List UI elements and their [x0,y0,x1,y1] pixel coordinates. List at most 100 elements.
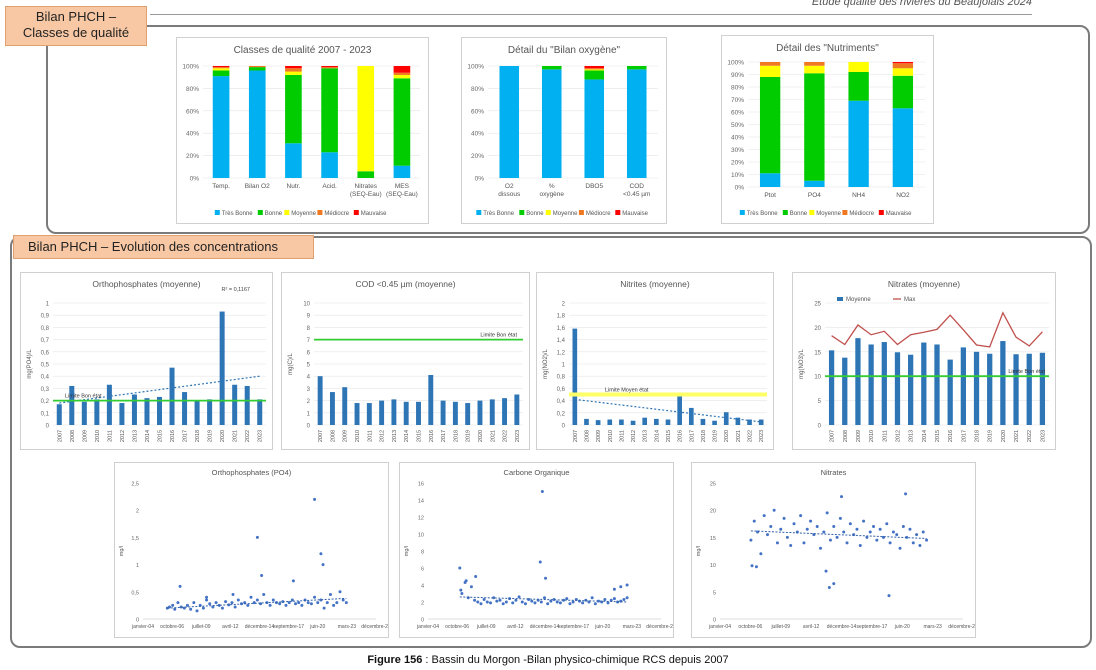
bar [712,420,717,425]
x-tick-label: septembre-17 [856,624,887,630]
scatter-point [195,609,199,613]
bar [416,401,421,425]
bar [894,352,901,425]
y-tick-label: 0,7 [41,338,50,344]
limit-label: Limite Bon état [65,394,102,400]
bar-segment [321,152,338,178]
scatter-point [201,606,205,610]
y-tick-label: 60% [471,108,484,115]
scatter-point [901,525,905,529]
scatter-point [255,535,259,539]
scatter-point [898,546,902,550]
bar [619,419,624,425]
chart-title: Orthophosphates (moyenne) [92,279,200,289]
y-tick-label: 7 [307,338,311,344]
scatter-point [809,519,813,523]
scatter-point [205,595,209,599]
scatter-point [799,514,803,518]
bar-segment [584,69,605,71]
legend-label: Moyenne [816,211,841,217]
bar [428,374,434,425]
scatter-point [904,492,908,496]
bar [584,418,589,425]
x-tick-label: 2014 [654,430,660,442]
x-tick-label: 2008 [330,430,336,442]
tag-quality-classes: Bilan PHCH – Classes de qualité [5,6,147,46]
bar [144,398,150,425]
x-tick-label: 2023 [1040,430,1046,442]
bar [973,351,980,425]
scatter-point [789,544,793,548]
legend-swatch [519,210,525,215]
bar [244,385,250,425]
x-tick-label: 2018 [453,430,459,442]
bar-segment [393,72,411,75]
bar-segment [393,78,411,166]
x-tick-label: Acid. [322,183,337,190]
y-tick-label: 0,2 [41,399,50,405]
bar [56,404,62,425]
y-tick-label: 5 [307,363,311,369]
x-tick-label-cont: <0.45 µm [623,191,650,198]
x-tick-label: 2020 [478,430,484,442]
x-tick-label: 2017 [183,430,189,442]
bar [257,399,263,425]
x-tick-label: 2019 [713,430,719,442]
x-tick-label: 2011 [619,430,625,442]
scatter-point [872,525,876,529]
bar [735,417,741,425]
chart-nitrates-scatter: Nitrates 0 5 10 15 20 25 mg/l janvier-04 octobre-… [691,462,976,638]
y-axis-label: mg(PO4)/L [27,349,33,379]
x-tick-label-cont: (SEQ-Eau) [386,191,418,198]
bar [403,401,409,425]
scatter-point [888,541,892,545]
scatter-point [769,525,773,529]
scatter-point [765,533,769,537]
legend-label: Bonne [265,211,283,217]
chart-nitrates-mean: Nitrates (moyenne) 0 5 10 15 20 25 mg(NO3)/L 200… [792,272,1056,450]
x-tick-label: janvier-04 [708,624,731,630]
bar [69,385,75,425]
bar [81,401,87,425]
bar-segment [541,69,562,178]
legend-label: Médiocre [849,211,874,217]
scatter-point [284,603,288,607]
scatter-point [476,600,480,604]
scatter-point [571,600,575,604]
scatter-point [925,538,929,542]
y-tick-label: 0,6 [41,350,50,356]
x-tick-label: 2019 [988,430,994,442]
bar [131,394,137,425]
scatter-point [539,600,543,604]
y-tick-label: 20% [186,153,199,160]
legend-swatch [284,210,290,215]
y-axis-label: mg/l [696,546,702,556]
bar-segment [541,66,562,70]
y-tick-label: 80% [186,86,199,93]
bar [960,347,966,425]
chart-title: Carbone Organique [504,468,570,477]
legend-label: Bonne [526,211,544,217]
scatter-point [775,541,779,545]
scatter-point [597,599,601,603]
bar [379,400,385,425]
x-tick-label: 2018 [195,430,201,442]
scatter-point [322,606,326,610]
trend-line [750,530,927,539]
x-tick-label: 2011 [882,430,888,442]
scatter-point [558,601,562,605]
bar-segment [393,165,411,178]
legend-swatch [578,210,584,215]
bar [342,387,348,425]
legend-swatch [842,210,848,215]
legend-swatch [476,210,482,215]
x-tick-label: 2023 [515,430,521,442]
x-tick-label: 2009 [343,430,349,442]
scatter-point [473,598,477,602]
bar-segment [357,171,375,178]
bar-segment [892,63,914,69]
bar [688,407,694,425]
bar-segment [285,66,302,69]
figure-caption-label: Figure 156 [367,654,423,666]
scatter-point [805,527,809,531]
